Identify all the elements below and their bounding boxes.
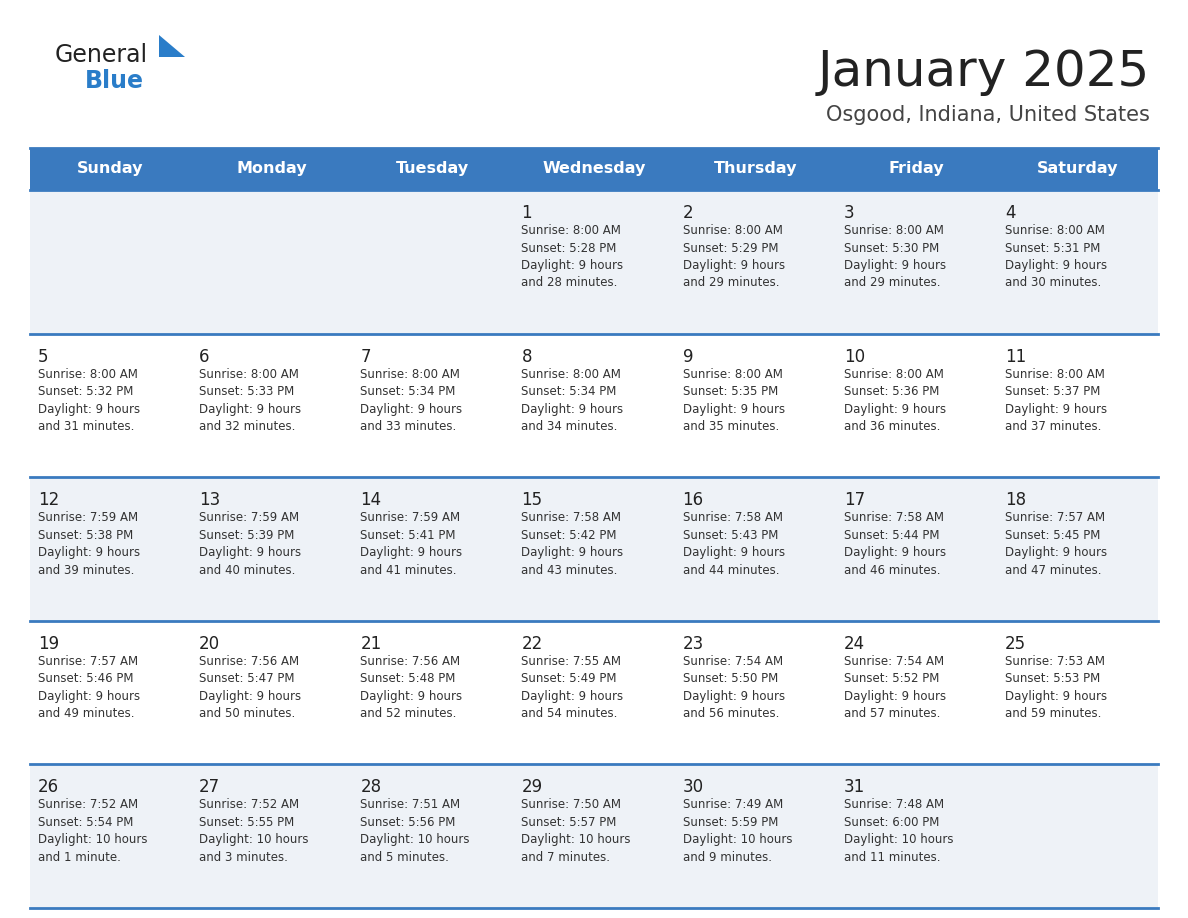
Text: Sunrise: 8:00 AM
Sunset: 5:35 PM
Daylight: 9 hours
and 35 minutes.: Sunrise: 8:00 AM Sunset: 5:35 PM Dayligh…	[683, 367, 785, 433]
Text: Sunrise: 7:58 AM
Sunset: 5:44 PM
Daylight: 9 hours
and 46 minutes.: Sunrise: 7:58 AM Sunset: 5:44 PM Dayligh…	[843, 511, 946, 577]
Text: 12: 12	[38, 491, 59, 509]
Text: 22: 22	[522, 635, 543, 653]
Bar	[30, 477, 1158, 621]
Text: 7: 7	[360, 348, 371, 365]
Text: 26: 26	[38, 778, 59, 797]
Text: 18: 18	[1005, 491, 1026, 509]
Text: Sunrise: 7:57 AM
Sunset: 5:46 PM
Daylight: 9 hours
and 49 minutes.: Sunrise: 7:57 AM Sunset: 5:46 PM Dayligh…	[38, 655, 140, 721]
Text: 23: 23	[683, 635, 703, 653]
Text: 16: 16	[683, 491, 703, 509]
Text: 19: 19	[38, 635, 59, 653]
Polygon shape	[159, 35, 185, 57]
Text: Sunrise: 7:54 AM
Sunset: 5:52 PM
Daylight: 9 hours
and 57 minutes.: Sunrise: 7:54 AM Sunset: 5:52 PM Dayligh…	[843, 655, 946, 721]
Text: Sunrise: 7:51 AM
Sunset: 5:56 PM
Daylight: 10 hours
and 5 minutes.: Sunrise: 7:51 AM Sunset: 5:56 PM Dayligh…	[360, 799, 469, 864]
Text: 17: 17	[843, 491, 865, 509]
Bar	[30, 621, 1158, 765]
Text: 13: 13	[200, 491, 221, 509]
Text: Blue: Blue	[86, 69, 144, 93]
Text: 5: 5	[38, 348, 49, 365]
Text: Saturday: Saturday	[1037, 162, 1118, 176]
Text: 1: 1	[522, 204, 532, 222]
Text: 2: 2	[683, 204, 693, 222]
Text: Sunrise: 8:00 AM
Sunset: 5:34 PM
Daylight: 9 hours
and 34 minutes.: Sunrise: 8:00 AM Sunset: 5:34 PM Dayligh…	[522, 367, 624, 433]
Text: Tuesday: Tuesday	[397, 162, 469, 176]
Text: Thursday: Thursday	[713, 162, 797, 176]
Text: Sunrise: 7:59 AM
Sunset: 5:39 PM
Daylight: 9 hours
and 40 minutes.: Sunrise: 7:59 AM Sunset: 5:39 PM Dayligh…	[200, 511, 302, 577]
Text: 25: 25	[1005, 635, 1026, 653]
Text: Sunrise: 7:59 AM
Sunset: 5:38 PM
Daylight: 9 hours
and 39 minutes.: Sunrise: 7:59 AM Sunset: 5:38 PM Dayligh…	[38, 511, 140, 577]
Text: 11: 11	[1005, 348, 1026, 365]
Text: 20: 20	[200, 635, 220, 653]
Text: Sunrise: 7:53 AM
Sunset: 5:53 PM
Daylight: 9 hours
and 59 minutes.: Sunrise: 7:53 AM Sunset: 5:53 PM Dayligh…	[1005, 655, 1107, 721]
Text: Sunrise: 7:54 AM
Sunset: 5:50 PM
Daylight: 9 hours
and 56 minutes.: Sunrise: 7:54 AM Sunset: 5:50 PM Dayligh…	[683, 655, 785, 721]
Text: Sunrise: 7:52 AM
Sunset: 5:54 PM
Daylight: 10 hours
and 1 minute.: Sunrise: 7:52 AM Sunset: 5:54 PM Dayligh…	[38, 799, 147, 864]
Text: January 2025: January 2025	[817, 48, 1150, 96]
Text: 31: 31	[843, 778, 865, 797]
Text: Friday: Friday	[889, 162, 944, 176]
Text: Sunrise: 7:56 AM
Sunset: 5:47 PM
Daylight: 9 hours
and 50 minutes.: Sunrise: 7:56 AM Sunset: 5:47 PM Dayligh…	[200, 655, 302, 721]
Text: 4: 4	[1005, 204, 1016, 222]
Text: Sunrise: 8:00 AM
Sunset: 5:29 PM
Daylight: 9 hours
and 29 minutes.: Sunrise: 8:00 AM Sunset: 5:29 PM Dayligh…	[683, 224, 785, 289]
Text: Sunrise: 7:52 AM
Sunset: 5:55 PM
Daylight: 10 hours
and 3 minutes.: Sunrise: 7:52 AM Sunset: 5:55 PM Dayligh…	[200, 799, 309, 864]
Text: 24: 24	[843, 635, 865, 653]
Text: Sunrise: 7:48 AM
Sunset: 6:00 PM
Daylight: 10 hours
and 11 minutes.: Sunrise: 7:48 AM Sunset: 6:00 PM Dayligh…	[843, 799, 953, 864]
Text: 30: 30	[683, 778, 703, 797]
Text: Sunrise: 7:56 AM
Sunset: 5:48 PM
Daylight: 9 hours
and 52 minutes.: Sunrise: 7:56 AM Sunset: 5:48 PM Dayligh…	[360, 655, 462, 721]
Text: 3: 3	[843, 204, 854, 222]
Text: 29: 29	[522, 778, 543, 797]
Text: 15: 15	[522, 491, 543, 509]
Text: Sunrise: 8:00 AM
Sunset: 5:30 PM
Daylight: 9 hours
and 29 minutes.: Sunrise: 8:00 AM Sunset: 5:30 PM Dayligh…	[843, 224, 946, 289]
Text: Sunrise: 8:00 AM
Sunset: 5:32 PM
Daylight: 9 hours
and 31 minutes.: Sunrise: 8:00 AM Sunset: 5:32 PM Dayligh…	[38, 367, 140, 433]
Text: 9: 9	[683, 348, 693, 365]
Text: Sunday: Sunday	[77, 162, 144, 176]
Text: 8: 8	[522, 348, 532, 365]
Text: Sunrise: 7:49 AM
Sunset: 5:59 PM
Daylight: 10 hours
and 9 minutes.: Sunrise: 7:49 AM Sunset: 5:59 PM Dayligh…	[683, 799, 792, 864]
Text: Sunrise: 8:00 AM
Sunset: 5:37 PM
Daylight: 9 hours
and 37 minutes.: Sunrise: 8:00 AM Sunset: 5:37 PM Dayligh…	[1005, 367, 1107, 433]
Text: 21: 21	[360, 635, 381, 653]
Text: Osgood, Indiana, United States: Osgood, Indiana, United States	[826, 105, 1150, 125]
Text: Sunrise: 7:58 AM
Sunset: 5:42 PM
Daylight: 9 hours
and 43 minutes.: Sunrise: 7:58 AM Sunset: 5:42 PM Dayligh…	[522, 511, 624, 577]
Text: Sunrise: 8:00 AM
Sunset: 5:33 PM
Daylight: 9 hours
and 32 minutes.: Sunrise: 8:00 AM Sunset: 5:33 PM Dayligh…	[200, 367, 302, 433]
Text: Sunrise: 7:50 AM
Sunset: 5:57 PM
Daylight: 10 hours
and 7 minutes.: Sunrise: 7:50 AM Sunset: 5:57 PM Dayligh…	[522, 799, 631, 864]
Text: Sunrise: 8:00 AM
Sunset: 5:28 PM
Daylight: 9 hours
and 28 minutes.: Sunrise: 8:00 AM Sunset: 5:28 PM Dayligh…	[522, 224, 624, 289]
Bar	[30, 333, 1158, 477]
Text: General: General	[55, 43, 148, 67]
Text: Sunrise: 8:00 AM
Sunset: 5:36 PM
Daylight: 9 hours
and 36 minutes.: Sunrise: 8:00 AM Sunset: 5:36 PM Dayligh…	[843, 367, 946, 433]
Bar	[30, 190, 1158, 333]
Text: 10: 10	[843, 348, 865, 365]
Text: Sunrise: 7:58 AM
Sunset: 5:43 PM
Daylight: 9 hours
and 44 minutes.: Sunrise: 7:58 AM Sunset: 5:43 PM Dayligh…	[683, 511, 785, 577]
Text: Wednesday: Wednesday	[542, 162, 646, 176]
Text: Monday: Monday	[236, 162, 307, 176]
Text: 28: 28	[360, 778, 381, 797]
Text: Sunrise: 7:57 AM
Sunset: 5:45 PM
Daylight: 9 hours
and 47 minutes.: Sunrise: 7:57 AM Sunset: 5:45 PM Dayligh…	[1005, 511, 1107, 577]
Text: Sunrise: 8:00 AM
Sunset: 5:34 PM
Daylight: 9 hours
and 33 minutes.: Sunrise: 8:00 AM Sunset: 5:34 PM Dayligh…	[360, 367, 462, 433]
Text: Sunrise: 8:00 AM
Sunset: 5:31 PM
Daylight: 9 hours
and 30 minutes.: Sunrise: 8:00 AM Sunset: 5:31 PM Dayligh…	[1005, 224, 1107, 289]
Text: Sunrise: 7:55 AM
Sunset: 5:49 PM
Daylight: 9 hours
and 54 minutes.: Sunrise: 7:55 AM Sunset: 5:49 PM Dayligh…	[522, 655, 624, 721]
Text: 27: 27	[200, 778, 220, 797]
Text: 6: 6	[200, 348, 209, 365]
Bar	[30, 765, 1158, 908]
Bar	[30, 148, 1158, 190]
Text: 14: 14	[360, 491, 381, 509]
Text: Sunrise: 7:59 AM
Sunset: 5:41 PM
Daylight: 9 hours
and 41 minutes.: Sunrise: 7:59 AM Sunset: 5:41 PM Dayligh…	[360, 511, 462, 577]
